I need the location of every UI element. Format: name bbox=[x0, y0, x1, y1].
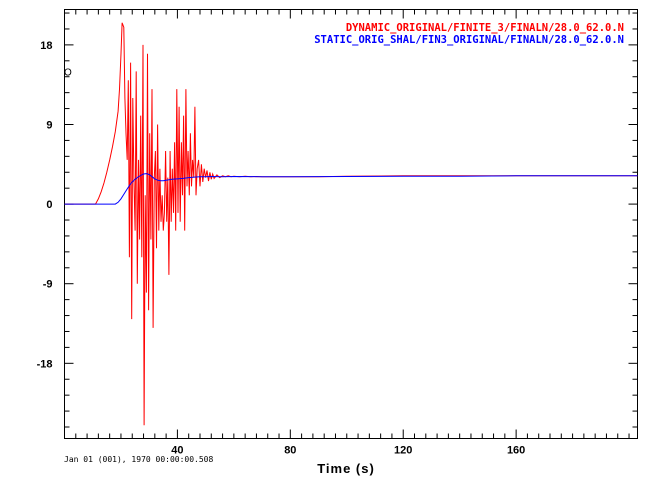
legend-entry-dynamic: DYNAMIC_ORIGINAL/FINITE_3/FINALN/28.0_62… bbox=[346, 22, 624, 34]
series-line-dynamic bbox=[64, 22, 638, 426]
y-tick-label: 0 bbox=[46, 199, 52, 211]
y-tick-label: -18 bbox=[37, 358, 53, 370]
origin-marker: O bbox=[64, 67, 72, 78]
plot-frame bbox=[64, 9, 638, 439]
y-tick-label: -9 bbox=[43, 279, 53, 291]
x-tick-label: 120 bbox=[394, 445, 412, 457]
legend-entry-static: STATIC_ORIG_SHAL/FIN3_ORIGINAL/FINALN/28… bbox=[314, 34, 624, 46]
series-line-static bbox=[64, 173, 638, 205]
date-label: Jan 01 (001), 1970 00:00:00.508 bbox=[64, 455, 213, 464]
series-layer bbox=[64, 22, 638, 426]
tick-labels: 40 80 120 160 18 9 0 -9 -18 bbox=[37, 40, 526, 457]
x-tick-label: 160 bbox=[507, 445, 525, 457]
x-axis-title: Time (s) bbox=[317, 461, 375, 476]
y-tick-label: 18 bbox=[40, 40, 52, 52]
x-tick-label: 80 bbox=[284, 445, 296, 457]
y-tick-label: 9 bbox=[46, 119, 52, 131]
axis-ticks bbox=[64, 9, 638, 439]
x-tick-label: 40 bbox=[171, 445, 183, 457]
